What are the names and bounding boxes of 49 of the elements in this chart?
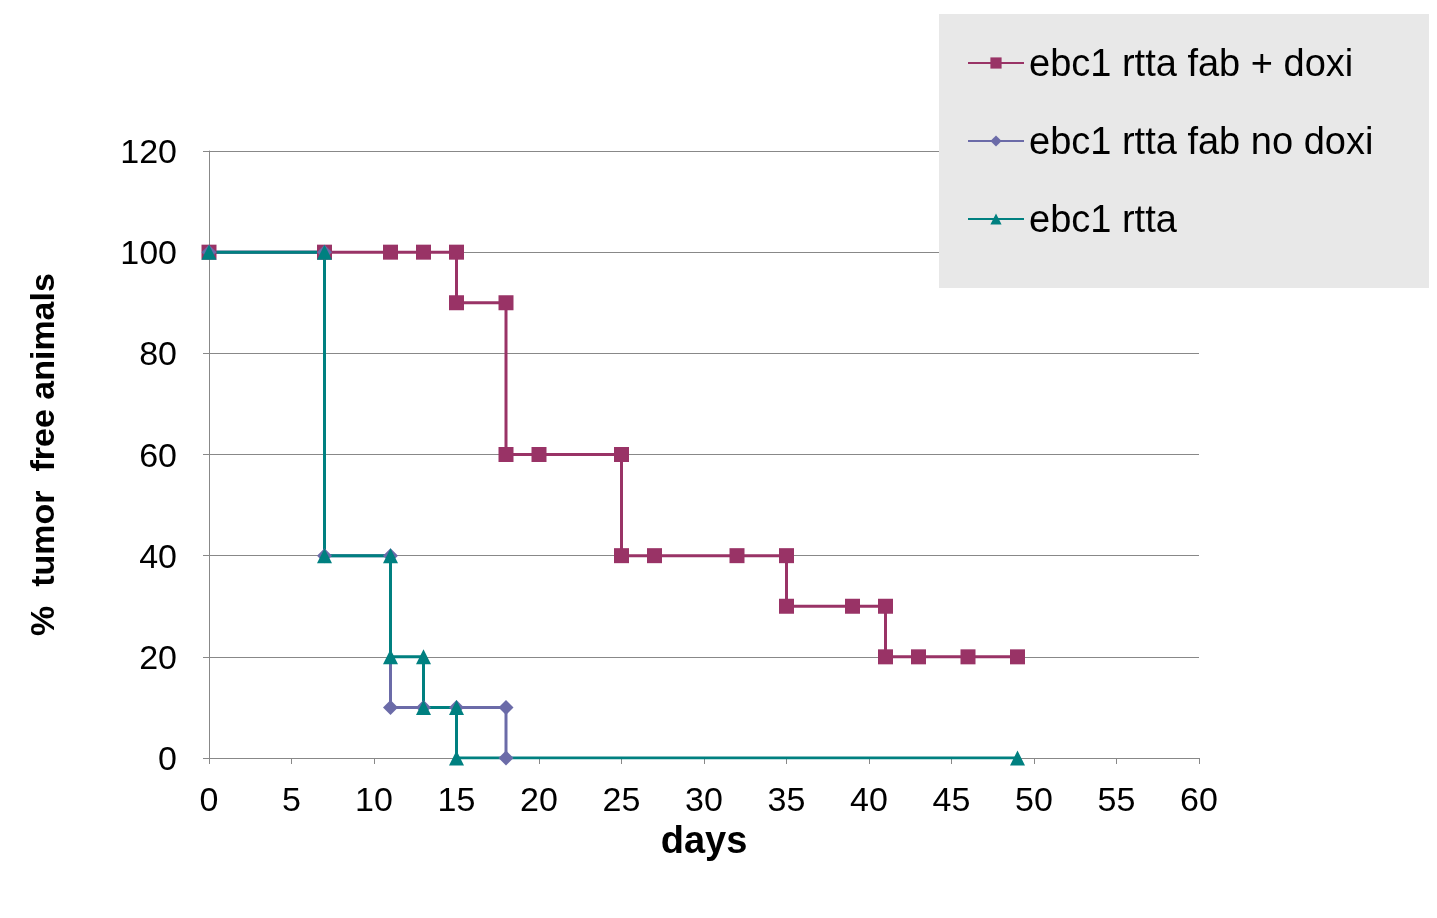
legend-label: ebc1 rtta: [1029, 198, 1178, 240]
point: [845, 598, 860, 614]
y-tick-label: 120: [120, 132, 177, 170]
point: [779, 598, 794, 614]
y-tick-label: 80: [139, 334, 177, 373]
y-tick-label: 60: [139, 435, 177, 474]
point: [383, 699, 398, 715]
point: [779, 548, 794, 564]
x-tick-label: 45: [932, 780, 971, 818]
point: [614, 548, 629, 564]
point: [531, 447, 547, 462]
point: [647, 548, 662, 564]
point: [878, 598, 893, 614]
x-tick-label: 0: [199, 780, 219, 818]
point: [911, 649, 926, 665]
point: [449, 295, 464, 311]
x-tick-label: 50: [1015, 780, 1053, 818]
point: [498, 699, 514, 715]
point: [449, 244, 464, 260]
point: [416, 244, 431, 260]
x-tick-label: 35: [767, 780, 806, 818]
point: [498, 750, 514, 766]
point: [498, 295, 514, 311]
point: [1010, 750, 1025, 766]
x-tick-label: 60: [1180, 780, 1218, 818]
x-tick-label: 20: [520, 780, 558, 818]
x-tick-label: 10: [355, 780, 393, 818]
point: [960, 649, 976, 665]
x-tick-label: 40: [850, 780, 888, 818]
x-tick-label: 30: [685, 780, 723, 818]
y-axis-title: % tumor free animals: [23, 273, 61, 636]
point: [729, 548, 745, 564]
x-tick-label: 25: [602, 780, 641, 818]
legend-label: ebc1 rtta fab + doxi: [1029, 42, 1354, 84]
x-tick-label: 5: [282, 780, 301, 818]
x-tick-label: 15: [437, 780, 476, 818]
point: [878, 649, 893, 665]
y-tick-label: 0: [158, 739, 177, 777]
y-tick-label: 100: [120, 233, 177, 272]
point: [383, 244, 398, 260]
point: [1010, 649, 1025, 665]
legend-label: ebc1 rtta fab no doxi: [1029, 120, 1374, 162]
y-tick-label: 20: [139, 637, 177, 676]
y-tick-label: 40: [139, 536, 177, 575]
point: [614, 447, 629, 462]
point: [498, 447, 514, 462]
x-axis-title: days: [660, 818, 748, 861]
x-tick-label: 55: [1097, 780, 1136, 818]
point: [416, 649, 431, 665]
